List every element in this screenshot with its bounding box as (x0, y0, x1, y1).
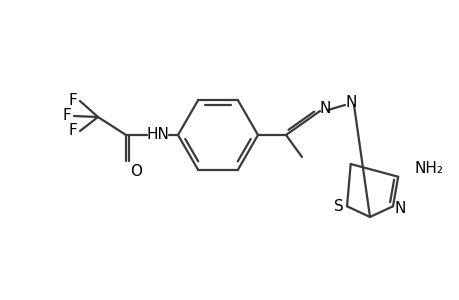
Text: F: F (62, 107, 71, 122)
Text: N: N (345, 94, 356, 110)
Text: HN: HN (146, 127, 169, 142)
Text: N: N (319, 100, 330, 116)
Text: F: F (68, 122, 77, 137)
Text: NH₂: NH₂ (413, 161, 442, 176)
Text: S: S (333, 199, 343, 214)
Text: N: N (393, 201, 405, 216)
Text: O: O (130, 164, 142, 178)
Text: F: F (68, 92, 77, 107)
